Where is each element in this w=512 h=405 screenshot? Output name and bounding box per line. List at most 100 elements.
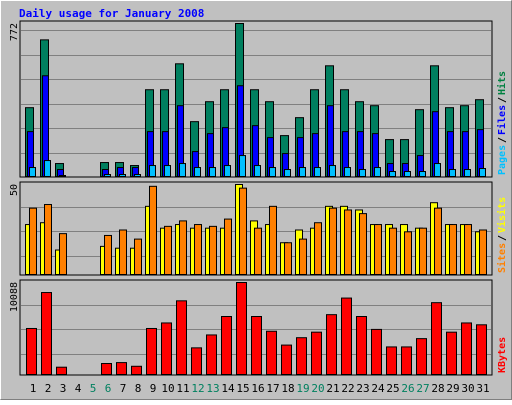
bar-kbytes <box>326 314 337 375</box>
x-tick-label: 4 <box>75 382 82 395</box>
bar-kbytes <box>161 322 172 376</box>
bar-pages <box>194 167 201 178</box>
bar-pages <box>134 174 141 177</box>
bar-kbytes <box>296 337 307 375</box>
x-tick-label: 5 <box>90 382 97 395</box>
bar-kbytes <box>56 366 67 375</box>
legend-hits-files-pages-2: Files <box>496 105 508 135</box>
bar-kbytes <box>416 338 427 376</box>
bar-kbytes <box>101 363 112 376</box>
bar-kbytes <box>131 365 142 376</box>
x-tick-label: 27 <box>416 382 429 395</box>
x-tick-label: 8 <box>135 382 142 395</box>
bar-sites <box>209 225 217 275</box>
bar-pages <box>239 155 246 177</box>
x-tick-label: 10 <box>161 382 174 395</box>
x-tick-label: 25 <box>386 382 399 395</box>
bar-pages <box>104 174 111 177</box>
bar-kbytes <box>236 282 247 375</box>
x-tick-label: 26 <box>401 382 414 395</box>
bar-pages <box>269 167 276 178</box>
legend-hits-files-pages-3: / <box>497 97 508 103</box>
legend-visits-sites-1: / <box>497 235 508 241</box>
bar-sites <box>314 222 322 275</box>
bar-pages <box>44 160 51 177</box>
x-tick-label: 3 <box>60 382 67 395</box>
x-tick-label: 31 <box>476 382 489 395</box>
bar-sites <box>179 220 187 275</box>
bar-sites <box>464 224 472 275</box>
bar-kbytes <box>386 346 397 375</box>
bar-pages <box>404 171 411 178</box>
bar-sites <box>59 233 67 275</box>
bar-kbytes <box>41 292 52 375</box>
bar-pages <box>314 167 321 178</box>
bar-kbytes <box>146 327 157 375</box>
bar-pages <box>59 175 66 178</box>
bar-sites <box>254 227 262 275</box>
x-tick-label: 21 <box>326 382 339 395</box>
legend-visits-sites-2: Visits <box>496 197 508 233</box>
bar-kbytes <box>116 362 127 375</box>
bar-pages <box>419 171 426 178</box>
x-tick-label: 16 <box>251 382 264 395</box>
bar-pages <box>179 163 186 178</box>
bar-sites <box>449 224 457 275</box>
bar-kbytes <box>401 346 412 375</box>
x-tick-label: 28 <box>431 382 444 395</box>
legend-visits-sites-0: Sites <box>496 243 508 273</box>
bar-sites <box>374 224 382 275</box>
x-tick-label: 19 <box>296 382 309 395</box>
bar-pages <box>119 174 126 177</box>
x-tick-label: 30 <box>461 382 474 395</box>
bar-pages <box>389 171 396 178</box>
bar-sites <box>194 224 202 275</box>
y-max-label: 10088 <box>9 282 20 312</box>
x-tick-label: 20 <box>311 382 324 395</box>
bar-kbytes <box>356 315 367 375</box>
legend-hits-files-pages-4: Hits <box>496 71 508 95</box>
bar-kbytes <box>371 328 382 376</box>
x-tick-label: 1 <box>30 382 37 395</box>
bar-pages <box>299 167 306 178</box>
x-tick-label: 7 <box>120 382 127 395</box>
x-tick-label: 24 <box>371 382 385 395</box>
bar-sites <box>104 234 112 276</box>
bar-kbytes <box>176 300 187 375</box>
bar-pages <box>329 165 336 177</box>
bar-kbytes <box>191 347 202 376</box>
bar-kbytes <box>266 330 277 376</box>
bar-kbytes <box>281 344 292 376</box>
bar-kbytes <box>221 315 232 375</box>
bar-sites <box>404 231 412 276</box>
bar-sites <box>434 207 442 275</box>
x-tick-label: 18 <box>281 382 294 395</box>
legend-hits-files-pages-1: / <box>497 137 508 143</box>
bar-pages <box>284 169 291 177</box>
y-max-label: 772 <box>9 23 20 41</box>
bar-pages <box>434 163 441 178</box>
bar-sites <box>329 207 337 275</box>
bar-sites <box>224 218 232 275</box>
bar-pages <box>209 167 216 178</box>
bar-kbytes <box>26 327 37 375</box>
bar-pages <box>149 165 156 177</box>
x-tick-label: 29 <box>446 382 459 395</box>
bar-kbytes <box>251 315 262 375</box>
bar-sites <box>239 187 247 275</box>
x-tick-label: 11 <box>176 382 189 395</box>
bar-sites <box>344 209 352 275</box>
bar-pages <box>164 165 171 177</box>
legend-hits-files-pages-0: Pages <box>497 145 508 175</box>
bar-kbytes <box>206 334 217 375</box>
bar-sites <box>164 225 172 275</box>
x-tick-label: 17 <box>266 382 279 395</box>
x-tick-label: 2 <box>45 382 52 395</box>
bar-sites <box>359 213 367 275</box>
bar-pages <box>374 167 381 178</box>
bar-pages <box>359 169 366 177</box>
bar-kbytes <box>476 324 487 376</box>
